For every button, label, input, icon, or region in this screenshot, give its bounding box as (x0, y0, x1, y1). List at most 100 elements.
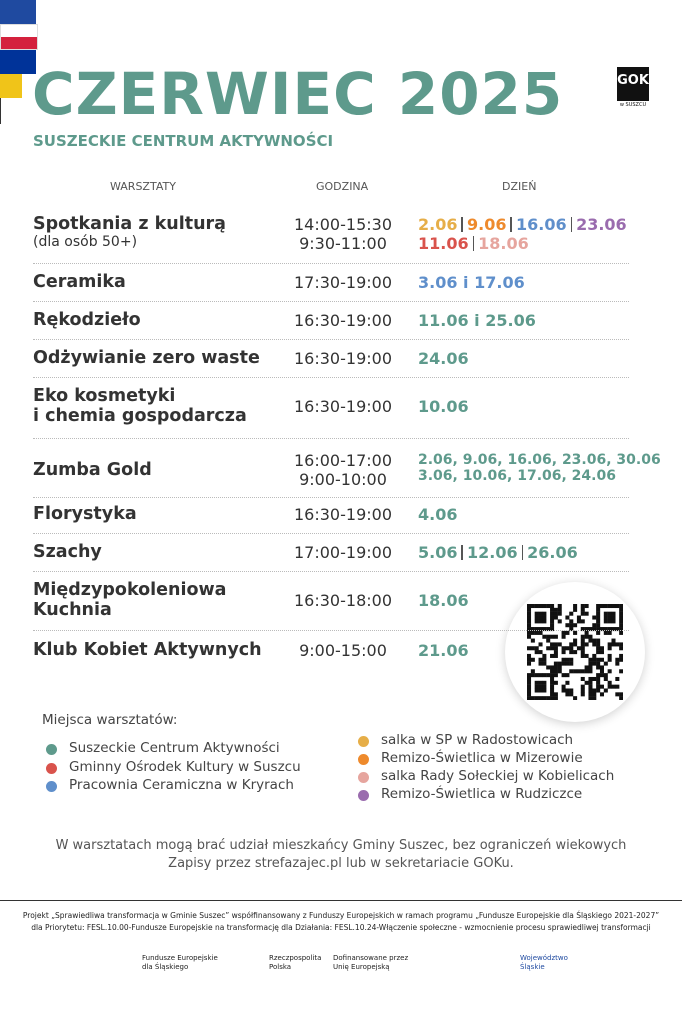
workshop-name: Eko kosmetyki (33, 386, 176, 406)
logo-text: Rzeczpospolita (269, 954, 322, 962)
qr-module (596, 611, 601, 616)
qr-module (527, 646, 532, 651)
qr-module (596, 688, 601, 693)
qr-bubble (505, 582, 645, 722)
qr-module (596, 661, 601, 666)
qr-module (619, 623, 623, 628)
qr-module (599, 650, 604, 655)
row-separator (33, 263, 629, 264)
legend-dot (358, 790, 369, 801)
qr-module (550, 696, 555, 700)
qr-module (619, 692, 623, 697)
qr-module (580, 650, 585, 655)
qr-module (584, 627, 589, 632)
row-separator (33, 533, 629, 534)
qr-module (580, 688, 585, 693)
qr-module (592, 657, 597, 662)
logo-sub: w SUSZCU (619, 102, 647, 108)
qr-module (569, 692, 574, 697)
qr-module (530, 673, 535, 678)
qr-module (603, 619, 608, 624)
qr-module (584, 642, 589, 647)
qr-module (607, 627, 612, 632)
qr-module (580, 684, 585, 689)
qr-module (592, 692, 597, 697)
qr-module (588, 696, 593, 700)
time: 16:30-19:00 (294, 348, 392, 368)
logo-icon (0, 0, 36, 24)
qr-module (557, 642, 562, 647)
qr-module (576, 646, 581, 651)
qr-module (527, 653, 532, 658)
qr-module (569, 688, 574, 693)
qr-module (538, 642, 543, 647)
workshop-name: Odżywianie zero waste (33, 348, 260, 368)
qr-module (527, 696, 532, 700)
qr-module (619, 696, 623, 700)
qr-module (542, 627, 547, 632)
qr-module (573, 650, 578, 655)
qr-module (607, 646, 612, 651)
qr-module (615, 676, 620, 681)
qr-module (565, 615, 570, 620)
date-line: 3.06 i 17.06 (418, 273, 525, 292)
qr-module (546, 627, 551, 632)
date-line: 2.06 9.06 16.06 23.06 (418, 215, 627, 234)
qr-module (592, 688, 597, 693)
qr-module (596, 642, 601, 647)
qr-module (596, 680, 601, 685)
qr-module (584, 611, 589, 616)
qr-module (527, 661, 532, 666)
qr-module (576, 619, 581, 624)
qr-code (527, 604, 623, 700)
qr-module (538, 627, 543, 632)
qr-module (569, 646, 574, 651)
qr-module (588, 638, 593, 643)
qr-module (588, 684, 593, 689)
legend-dot (358, 772, 369, 783)
qr-module (580, 642, 585, 647)
qr-module (530, 696, 535, 700)
qr-module (569, 642, 574, 647)
date: 11.06 i 25.06 (418, 310, 536, 330)
logo-text: Województwo (520, 954, 568, 962)
row-separator (33, 571, 629, 572)
qr-module (615, 642, 620, 647)
qr-module (580, 638, 585, 643)
qr-module (550, 627, 555, 632)
legend-dot (358, 736, 369, 747)
legend-dot (46, 781, 57, 792)
qr-module (588, 692, 593, 697)
qr-module (615, 684, 620, 689)
date: 4.06 (418, 504, 458, 524)
qr-module (561, 630, 566, 635)
qr-module (607, 680, 612, 685)
qr-module (569, 623, 574, 628)
qr-module (619, 642, 623, 647)
qr-module (588, 661, 593, 666)
qr-module (542, 657, 547, 662)
qr-module (550, 680, 555, 685)
separator (461, 544, 463, 560)
qr-module (569, 627, 574, 632)
qr-module (607, 615, 612, 620)
qr-module (550, 623, 555, 628)
qr-module (534, 627, 539, 632)
qr-module (550, 619, 555, 624)
qr-module (553, 653, 558, 658)
logo-text: Fundusze Europejskie (142, 954, 218, 962)
qr-module (603, 673, 608, 678)
qr-module (527, 630, 532, 635)
qr-module (580, 607, 585, 612)
qr-module (527, 607, 532, 612)
qr-module (611, 604, 616, 609)
date-line: 4.06 (418, 505, 457, 524)
qr-module (580, 692, 585, 697)
qr-module (527, 692, 532, 697)
qr-module (607, 642, 612, 647)
qr-module (550, 653, 555, 658)
qr-module (603, 630, 608, 635)
qr-module (611, 615, 616, 620)
qr-module (550, 669, 555, 674)
qr-module (561, 688, 566, 693)
